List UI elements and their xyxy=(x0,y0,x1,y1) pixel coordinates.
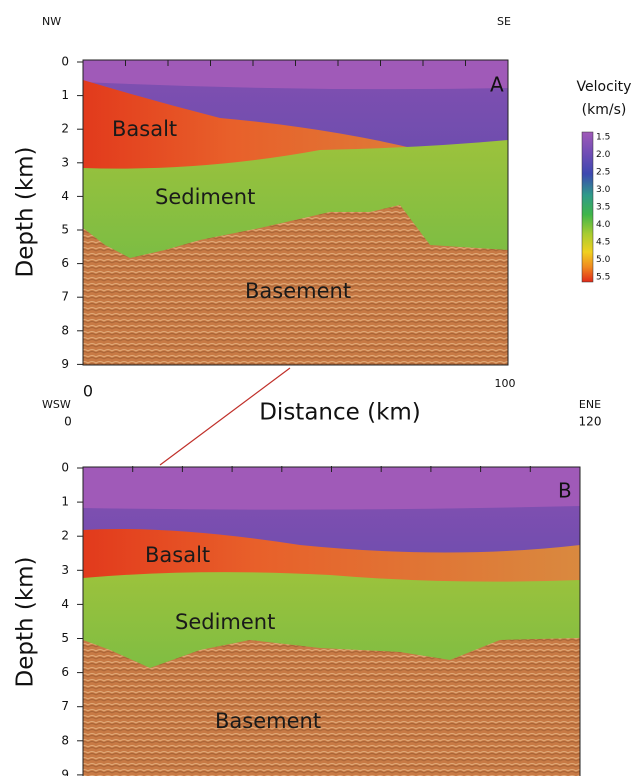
colorbar-tick-label: 2.0 xyxy=(596,150,611,160)
colorbar-tick-label: 5.0 xyxy=(596,255,611,265)
y-tick-label: 6 xyxy=(61,665,69,679)
direction-label: NW xyxy=(42,15,61,28)
direction-label: SE xyxy=(497,15,511,28)
x-tick-label: 0 xyxy=(83,382,93,401)
y-tick-label: 5 xyxy=(61,631,69,645)
direction-label: WSW xyxy=(42,398,71,411)
y-tick-label: 0 xyxy=(61,461,69,475)
colorbar-tick-label: 3.5 xyxy=(596,203,610,213)
direction-label: ENE xyxy=(579,398,601,411)
colorbar-tick-label: 1.5 xyxy=(596,133,610,143)
y-axis-title: Depth (km) xyxy=(13,146,39,277)
colorbar-tick-label: 3.0 xyxy=(596,185,611,195)
y-tick-label: 1 xyxy=(61,495,69,509)
region-label: Basement xyxy=(245,279,351,303)
y-axis-title: Depth (km) xyxy=(13,556,39,687)
y-tick-label: 8 xyxy=(61,323,69,337)
y-tick-label: 6 xyxy=(61,256,69,270)
region-label: Basalt xyxy=(112,117,177,141)
y-tick-label: 8 xyxy=(61,733,69,747)
connector-line xyxy=(159,367,291,466)
y-tick-label: 5 xyxy=(61,223,69,237)
colorbar-unit: (km/s) xyxy=(582,102,627,118)
region-label: Sediment xyxy=(155,185,255,209)
y-tick-label: 2 xyxy=(61,529,69,543)
y-tick-label: 0 xyxy=(61,55,69,69)
panel-label: B xyxy=(558,479,572,503)
region-label: Sediment xyxy=(175,610,275,634)
colorbar xyxy=(581,131,594,283)
x-tick-label: 120 xyxy=(579,415,602,429)
colorbar-tick-label: 4.0 xyxy=(596,220,611,230)
y-tick-label: 7 xyxy=(61,290,69,304)
region-label: Basalt xyxy=(145,543,210,567)
y-tick-label: 3 xyxy=(61,563,69,577)
x-tick-label: 100 xyxy=(495,377,516,390)
y-tick-label: 4 xyxy=(61,597,69,611)
y-tick-label: 4 xyxy=(61,189,69,203)
colorbar-title: Velocity xyxy=(577,79,632,95)
y-tick-label: 2 xyxy=(61,122,69,136)
region-label: Basement xyxy=(215,709,321,733)
y-tick-label: 9 xyxy=(61,767,69,776)
y-tick-label: 7 xyxy=(61,699,69,713)
x-axis-title: Distance (km) xyxy=(259,400,421,426)
section-a xyxy=(82,59,509,366)
colorbar-tick-label: 2.5 xyxy=(596,168,610,178)
y-tick-label: 3 xyxy=(61,155,69,169)
colorbar-tick-label: 4.5 xyxy=(596,238,610,248)
x-tick-label: 0 xyxy=(64,415,72,429)
section-b xyxy=(82,466,581,776)
y-tick-label: 1 xyxy=(61,88,69,102)
y-tick-label: 9 xyxy=(61,357,69,371)
colorbar-tick-label: 5.5 xyxy=(596,273,610,283)
panel-label: A xyxy=(490,73,504,97)
